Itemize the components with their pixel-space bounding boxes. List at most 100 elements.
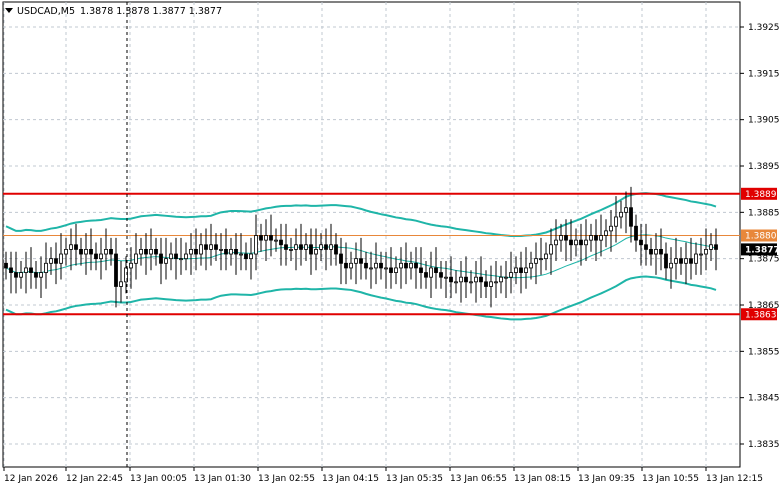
candle-body bbox=[329, 244, 333, 250]
candle-body bbox=[204, 244, 208, 250]
candle-body bbox=[419, 267, 423, 273]
candle-body bbox=[134, 253, 138, 264]
price-tick-label: 1.3845 bbox=[748, 394, 780, 404]
candle-body bbox=[639, 239, 643, 246]
candle-body bbox=[9, 267, 13, 273]
candle-body bbox=[554, 239, 558, 246]
candle-body bbox=[174, 253, 178, 260]
price-axis[interactable]: 1.39251.39151.39051.38951.38851.38751.38… bbox=[740, 23, 780, 450]
candle-body bbox=[289, 248, 293, 251]
level-tag-label: 1.3863 bbox=[745, 310, 777, 320]
candle-body bbox=[574, 239, 578, 246]
candle-body bbox=[414, 262, 418, 269]
candle-body bbox=[129, 262, 133, 269]
candle-body bbox=[214, 244, 218, 250]
price-tick-label: 1.3915 bbox=[748, 69, 780, 79]
candle-body bbox=[569, 239, 573, 246]
candle-body bbox=[229, 248, 233, 255]
candle-body bbox=[259, 235, 263, 241]
candle-body bbox=[224, 248, 228, 255]
candle-body bbox=[384, 267, 388, 270]
candle-body bbox=[489, 281, 493, 287]
candle-body bbox=[594, 235, 598, 241]
candle-body bbox=[354, 258, 358, 264]
time-tick-label: 13 Jan 09:35 bbox=[578, 474, 635, 484]
candle-body bbox=[79, 248, 83, 255]
candle-body bbox=[704, 248, 708, 255]
candle-body bbox=[209, 244, 213, 250]
candle-body bbox=[199, 244, 203, 255]
candle-body bbox=[359, 258, 363, 264]
candle-body bbox=[559, 235, 563, 241]
time-tick-label: 13 Jan 06:55 bbox=[450, 474, 507, 484]
candle-body bbox=[479, 276, 483, 283]
triangle-down-icon[interactable] bbox=[5, 8, 13, 13]
candle-body bbox=[514, 267, 518, 273]
band-upper bbox=[5, 192, 717, 237]
candle-body bbox=[19, 272, 23, 278]
time-tick-label: 12 Jan 2026 bbox=[4, 474, 58, 484]
price-tick-label: 1.3865 bbox=[748, 301, 780, 311]
time-tick-label: 12 Jan 22:45 bbox=[66, 474, 123, 484]
candle-body bbox=[139, 248, 143, 255]
level-tag-label: 1.3889 bbox=[745, 190, 777, 200]
time-tick-label: 13 Jan 05:35 bbox=[386, 474, 443, 484]
candle-body bbox=[614, 216, 618, 227]
time-tick-label: 13 Jan 10:55 bbox=[642, 474, 699, 484]
candle-body bbox=[14, 272, 18, 278]
candle-body bbox=[599, 235, 603, 241]
price-tags: 1.3889 1.3880 1.3863 1.3877 bbox=[741, 187, 780, 321]
candle-body bbox=[39, 272, 43, 278]
candle-body bbox=[714, 244, 718, 250]
candle-body bbox=[49, 258, 53, 264]
candle-body bbox=[319, 244, 323, 250]
candle-body bbox=[94, 253, 98, 260]
candle-body bbox=[549, 244, 553, 255]
current-price-tag bbox=[741, 243, 777, 256]
candle-body bbox=[349, 262, 353, 269]
time-axis[interactable]: 12 Jan 2026 12 Jan 22:45 13 Jan 00:05 13 Ja… bbox=[3, 467, 763, 484]
candle-body bbox=[499, 276, 503, 283]
candle-body bbox=[394, 267, 398, 273]
candle-body bbox=[464, 276, 468, 283]
candle-body bbox=[619, 211, 623, 218]
candle-body bbox=[609, 225, 613, 232]
candle-body bbox=[629, 207, 633, 227]
candle-body bbox=[524, 267, 528, 273]
candle-body bbox=[269, 235, 273, 241]
candle-body bbox=[334, 244, 338, 255]
candle-body bbox=[104, 248, 108, 255]
candle-body bbox=[699, 253, 703, 256]
plot-area[interactable] bbox=[2, 1, 741, 468]
price-tick-label: 1.3885 bbox=[748, 208, 780, 218]
level-tag-pivot bbox=[741, 229, 777, 242]
candle-body bbox=[434, 267, 438, 273]
level-tag-label: 1.3880 bbox=[745, 232, 777, 242]
candle-body bbox=[679, 258, 683, 264]
price-tick-label: 1.3835 bbox=[748, 440, 780, 450]
candle-body bbox=[74, 244, 78, 250]
candle-body bbox=[59, 253, 63, 264]
candle-body bbox=[364, 262, 368, 269]
candle-body bbox=[449, 276, 453, 283]
candle-body bbox=[444, 276, 448, 279]
candle-body bbox=[149, 248, 153, 255]
candle-body bbox=[164, 258, 168, 264]
level-tag-support bbox=[741, 308, 777, 321]
candle-body bbox=[709, 244, 713, 250]
candle-body bbox=[644, 244, 648, 250]
candle-body bbox=[249, 253, 253, 260]
candle-body bbox=[424, 272, 428, 278]
candle-body bbox=[189, 248, 193, 255]
candle-body bbox=[114, 253, 118, 287]
candle-body bbox=[109, 248, 113, 255]
candle-body bbox=[659, 248, 663, 255]
time-tick-label: 13 Jan 01:30 bbox=[194, 474, 251, 484]
candle-body bbox=[654, 248, 658, 255]
candle-body bbox=[474, 276, 478, 283]
candle-body bbox=[374, 262, 378, 269]
candle-body bbox=[589, 235, 593, 241]
candle-body bbox=[684, 258, 688, 264]
price-tick-label: 1.3925 bbox=[748, 23, 780, 33]
